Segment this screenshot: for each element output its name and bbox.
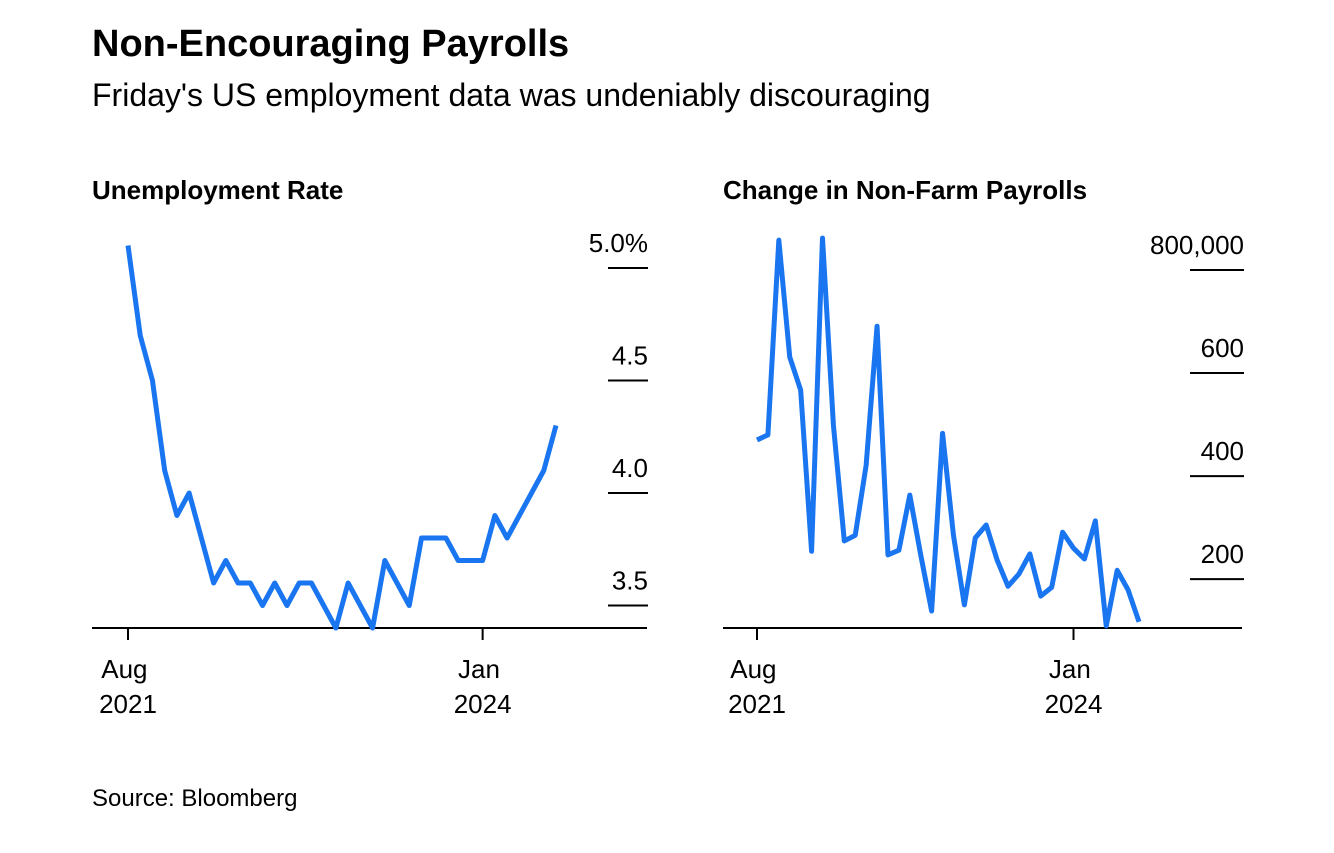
y-tick-label: 3.5 [612,566,648,596]
chart-title: Unemployment Rate [92,175,343,205]
subtitle: Friday's US employment data was undeniab… [92,77,931,113]
title: Non-Encouraging Payrolls [92,23,569,65]
x-tick-label: Jan 2024 [1045,654,1103,719]
y-tick-label: 4.0 [612,453,648,483]
y-tick-label: 400 [1201,436,1244,466]
y-tick-label: 600 [1201,333,1244,363]
data-line [755,235,1142,629]
x-tick-label: Jan 2024 [454,654,512,719]
y-tick-label: 200 [1201,539,1244,569]
y-tick-label: 800,000 [1150,230,1244,260]
y-tick-label: 5.0% [589,228,648,258]
x-tick-label: Aug 2021 [99,654,157,719]
data-line [125,245,559,631]
y-tick-label: 4.5 [612,341,648,371]
x-tick-label: Aug 2021 [728,654,786,719]
chart-title: Change in Non-Farm Payrolls [723,175,1087,205]
source: Source: Bloomberg [92,785,297,812]
